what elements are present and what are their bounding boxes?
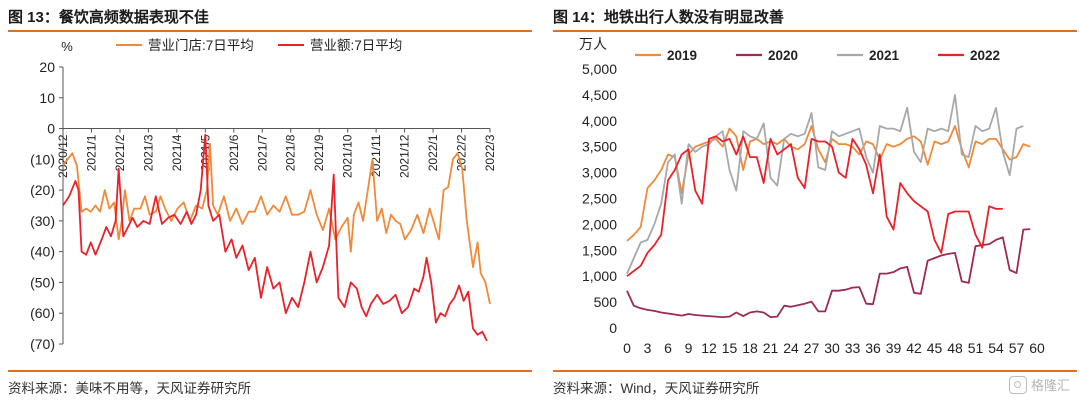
left-source-rule bbox=[8, 370, 532, 372]
y-tick-label: 4,000 bbox=[582, 113, 617, 129]
y-tick-label: (60) bbox=[30, 305, 55, 321]
y-tick-label: (50) bbox=[30, 274, 55, 290]
x-tick-label: 39 bbox=[886, 340, 902, 356]
legend-label-0: 2019 bbox=[667, 48, 697, 63]
y-tick-label: (10) bbox=[30, 151, 55, 167]
x-tick-label: 2021/12 bbox=[398, 134, 412, 178]
y-axis-unit: % bbox=[61, 39, 73, 54]
y-tick-label: (40) bbox=[30, 244, 55, 260]
right-source-note: 资料来源：Wind，天风证券研究所 bbox=[553, 381, 760, 396]
x-tick-label: 21 bbox=[763, 340, 779, 356]
x-tick-label: 0 bbox=[623, 340, 631, 356]
x-tick-label: 6 bbox=[664, 340, 672, 356]
x-tick-label: 2020/12 bbox=[56, 134, 70, 178]
y-tick-label: 1,000 bbox=[582, 268, 617, 284]
x-tick-label: 2022/2 bbox=[455, 134, 469, 171]
x-tick-label: 57 bbox=[1009, 340, 1025, 356]
legend-label-0: 营业门店:7日平均 bbox=[148, 38, 254, 53]
x-tick-label: 2021/3 bbox=[141, 134, 155, 171]
x-tick-label: 33 bbox=[845, 340, 861, 356]
legend-label-2: 2021 bbox=[869, 48, 900, 63]
x-tick-label: 2021/10 bbox=[341, 134, 355, 178]
x-tick-label: 2021/6 bbox=[227, 134, 241, 171]
x-tick-label: 30 bbox=[824, 340, 840, 356]
x-tick-label: 2022/1 bbox=[426, 134, 440, 171]
right-figure-title: 图 14：地铁出行人数没有明显改善 bbox=[553, 9, 784, 26]
watermark-logo-icon bbox=[1008, 375, 1027, 394]
series-line-0 bbox=[62, 143, 491, 305]
x-tick-label: 48 bbox=[947, 340, 963, 356]
y-tick-label: 10 bbox=[39, 90, 55, 106]
x-tick-label: 60 bbox=[1029, 340, 1045, 356]
y-tick-label: 0 bbox=[609, 320, 617, 336]
series-line-1 bbox=[626, 228, 1031, 318]
x-tick-label: 36 bbox=[865, 340, 881, 356]
watermark-text: 格隆汇 bbox=[1030, 378, 1070, 393]
x-tick-label: 3 bbox=[644, 340, 652, 356]
y-axis-unit: 万人 bbox=[579, 36, 607, 52]
y-tick-label: 5,000 bbox=[582, 61, 617, 77]
right-figure: 图 14：地铁出行人数没有明显改善 万人 0 500 1,000 1,500 2,000 2… bbox=[553, 0, 1077, 401]
x-tick-label: 9 bbox=[685, 340, 693, 356]
x-tick-label: 2021/7 bbox=[255, 134, 269, 171]
y-tick-label: 3,500 bbox=[582, 139, 617, 155]
x-tick-label: 2021/2 bbox=[113, 134, 127, 171]
y-tick-label: 3,000 bbox=[582, 165, 617, 181]
right-chart: 万人 0 500 1,000 1,500 2,000 2,500 3,000 3,500 4,00… bbox=[579, 36, 1045, 356]
y-tick-label: (20) bbox=[30, 182, 55, 198]
x-tick-label: 2022/3 bbox=[483, 134, 497, 171]
x-tick-label: 54 bbox=[988, 340, 1004, 356]
x-tick-label: 2021/1 bbox=[84, 134, 98, 171]
x-tick-label: 42 bbox=[906, 340, 922, 356]
series-line-1 bbox=[62, 133, 488, 342]
y-tick-label: 20 bbox=[39, 59, 55, 75]
x-tick-label: 15 bbox=[722, 340, 738, 356]
x-tick-label: 2021/4 bbox=[170, 134, 184, 171]
x-tick-label: 27 bbox=[804, 340, 820, 356]
x-tick-label: 45 bbox=[927, 340, 943, 356]
legend-label-1: 营业额:7日平均 bbox=[310, 38, 402, 53]
left-title-rule bbox=[8, 30, 532, 32]
x-tick-label: 51 bbox=[968, 340, 984, 356]
y-tick-label: 1,500 bbox=[582, 242, 617, 258]
left-figure: 图 13：餐饮高频数据表现不佳 % 20 10 0 (10) (20) (30) (40) (5… bbox=[8, 0, 532, 401]
right-title-rule bbox=[553, 30, 1077, 32]
legend-label-3: 2022 bbox=[970, 48, 1000, 63]
watermark: 格隆汇 bbox=[1008, 375, 1070, 394]
series-line-3 bbox=[626, 135, 1003, 277]
x-tick-label: 12 bbox=[701, 340, 717, 356]
y-tick-label: 2,000 bbox=[582, 216, 617, 232]
x-tick-label: 2021/9 bbox=[312, 134, 326, 171]
y-tick-label: 2,500 bbox=[582, 191, 617, 207]
y-tick-label: (70) bbox=[30, 336, 55, 352]
y-tick-label: (30) bbox=[30, 213, 55, 229]
y-tick-label: 500 bbox=[594, 294, 618, 310]
x-tick-label: 2021/8 bbox=[284, 134, 298, 171]
x-tick-label: 18 bbox=[742, 340, 758, 356]
legend-label-1: 2020 bbox=[768, 48, 798, 63]
left-chart: % 20 10 0 (10) (20) (30) (40) (50) (60) (70) 2020/1… bbox=[30, 38, 497, 352]
left-figure-title: 图 13：餐饮高频数据表现不佳 bbox=[8, 9, 209, 26]
left-source-note: 资料来源：美味不用等，天风证券研究所 bbox=[8, 381, 251, 396]
x-tick-label: 24 bbox=[783, 340, 799, 356]
right-source-rule bbox=[553, 370, 1077, 372]
series-line-2 bbox=[626, 94, 1024, 274]
y-tick-label: 0 bbox=[47, 121, 55, 137]
y-tick-label: 4,500 bbox=[582, 87, 617, 103]
